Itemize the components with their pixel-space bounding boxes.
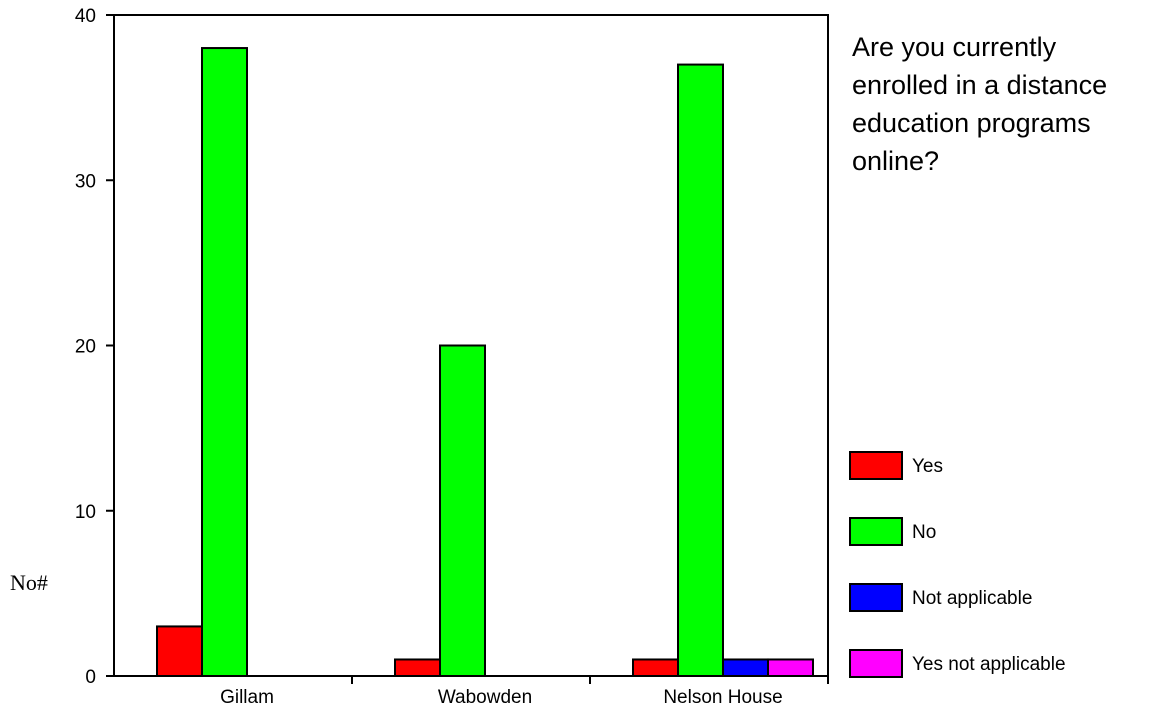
y-axis-ticks: 0 10 20 30 40: [75, 6, 96, 688]
x-tick-label: Gillam: [220, 687, 274, 708]
bar-no-wabowden: [439, 344, 486, 677]
y-axis-label: No#: [10, 570, 48, 595]
bar-no-nelson-house: [677, 63, 724, 677]
bar-yes-gillam: [156, 625, 203, 677]
chart-title: Are you currently enrolled in a distance e…: [852, 32, 1107, 176]
y-tick-label: 30: [75, 171, 96, 192]
chart-title-line: Are you currently: [852, 32, 1057, 62]
bar-yes-not-applicable-nelson-house: [767, 658, 814, 677]
y-tick-label: 40: [75, 6, 96, 27]
legend-label: No: [912, 522, 936, 543]
bar-yes-wabowden: [394, 658, 441, 677]
legend: Yes No Not applicable Yes not applicable: [849, 451, 1066, 678]
chart-title-line: enrolled in a distance: [852, 70, 1107, 100]
x-tick-label: Nelson House: [663, 687, 782, 708]
chart-title-line: online?: [852, 146, 939, 176]
legend-swatch: [849, 451, 903, 480]
bar-no-gillam: [201, 47, 248, 678]
bar-yes-nelson-house: [632, 658, 679, 677]
legend-swatch: [849, 517, 903, 546]
legend-label: Yes: [912, 456, 943, 477]
bar-not-applicable-nelson-house: [722, 658, 769, 677]
y-tick-label: 10: [75, 502, 96, 523]
bars: [156, 47, 814, 678]
legend-label: Not applicable: [912, 588, 1032, 609]
y-tick-label: 20: [75, 337, 96, 358]
x-axis-ticks: Gillam Wabowden Nelson House: [220, 687, 783, 708]
chart-title-line: education programs: [852, 108, 1091, 138]
legend-swatch: [849, 583, 903, 612]
legend-swatch: [849, 649, 903, 678]
x-tick-label: Wabowden: [438, 687, 532, 708]
legend-label: Yes not applicable: [912, 654, 1066, 675]
y-tick-label: 0: [85, 667, 96, 688]
